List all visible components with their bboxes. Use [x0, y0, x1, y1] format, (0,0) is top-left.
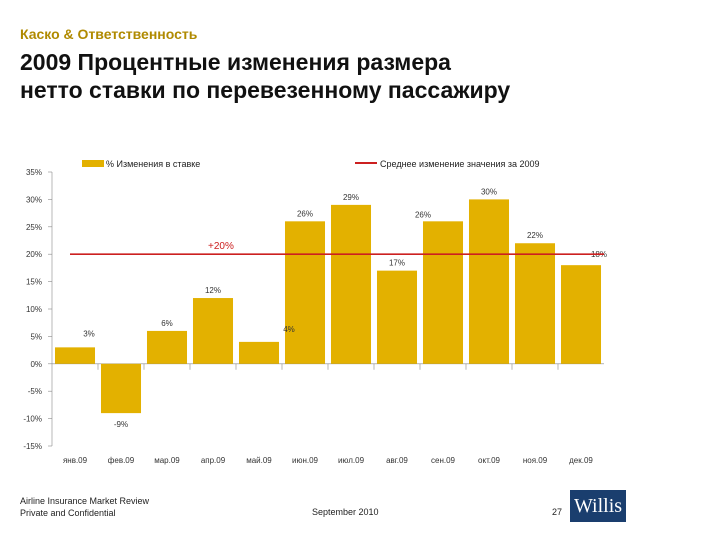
category-label: ноя.09: [523, 456, 548, 465]
y-tick-label: 35%: [26, 168, 42, 177]
value-label: -9%: [114, 420, 128, 429]
legend-bar-label: % Изменения в ставке: [106, 159, 200, 169]
value-label: 6%: [161, 319, 173, 328]
bar: [376, 270, 418, 364]
bar: [100, 363, 142, 414]
category-label: фев.09: [108, 456, 135, 465]
category-labels: янв.09 фев.09 мар.09 апр.09 май.09 июн.09 июл.…: [63, 456, 593, 465]
category-label: апр.09: [201, 456, 226, 465]
bar: [422, 221, 464, 364]
bar: [238, 341, 280, 364]
bars: [54, 199, 602, 414]
y-axis: 35% 30% 25% 20% 15% 10% 5% 0% -5% -10% -15%: [23, 168, 604, 451]
value-label: 26%: [297, 209, 313, 218]
bar: [284, 221, 326, 364]
footer-line-1: Airline Insurance Market Review: [20, 496, 150, 506]
bar-chart: % Изменения в ставке Среднее изменение з…: [23, 159, 607, 465]
category-label: май.09: [246, 456, 272, 465]
average-label: +20%: [208, 241, 234, 252]
willis-logo: Willis: [570, 490, 626, 522]
title-line-2: нетто ставки по перевезенному пассажиру: [20, 77, 511, 103]
footer: Airline Insurance Market Review Private …: [0, 490, 720, 540]
category-label: авг.09: [386, 456, 408, 465]
category-label: сен.09: [431, 456, 456, 465]
value-label: 30%: [481, 187, 497, 196]
category-label: окт.09: [478, 456, 500, 465]
category-label: дек.09: [569, 456, 593, 465]
page-title: 2009 Процентные изменения размера нетто …: [20, 48, 710, 104]
y-tick-label: 30%: [26, 195, 42, 204]
bar: [468, 199, 510, 364]
bar: [192, 298, 234, 364]
y-tick-label: 20%: [26, 250, 42, 259]
legend-average-label: Среднее изменение значения за 2009: [380, 159, 540, 169]
category-label: янв.09: [63, 456, 88, 465]
bar: [560, 265, 602, 364]
legend: % Изменения в ставке Среднее изменение з…: [82, 159, 540, 169]
value-label: 12%: [205, 286, 221, 295]
bar: [514, 243, 556, 364]
title-line-1: 2009 Процентные изменения размера: [20, 49, 451, 75]
y-tick-label: -10%: [23, 415, 42, 424]
y-tick-label: -15%: [23, 442, 42, 451]
category-label: июн.09: [292, 456, 319, 465]
value-label: 17%: [389, 259, 405, 268]
y-tick-label: 25%: [26, 223, 42, 232]
footer-date: September 2010: [312, 507, 379, 517]
footer-left: Airline Insurance Market Review Private …: [20, 495, 149, 519]
footer-line-2: Private and Confidential: [20, 508, 116, 518]
average-line-group: +20%: [70, 241, 604, 255]
value-label: 22%: [527, 231, 543, 240]
value-label: 4%: [283, 325, 295, 334]
bar: [54, 347, 96, 364]
legend-bar-swatch: [82, 160, 104, 167]
bar: [146, 330, 188, 364]
section-subtitle: Каско & Ответственность: [20, 26, 198, 42]
value-label: 29%: [343, 193, 359, 202]
page-number: 27: [552, 507, 563, 517]
y-tick-label: -5%: [28, 387, 42, 396]
category-label: мар.09: [154, 456, 180, 465]
value-label: 26%: [415, 210, 431, 219]
category-label: июл.09: [338, 456, 365, 465]
y-tick-label: 10%: [26, 305, 42, 314]
y-tick-label: 5%: [30, 332, 42, 341]
y-tick-label: 15%: [26, 278, 42, 287]
y-tick-label: 0%: [30, 360, 42, 369]
bar: [330, 204, 372, 364]
value-label: 3%: [83, 329, 95, 338]
